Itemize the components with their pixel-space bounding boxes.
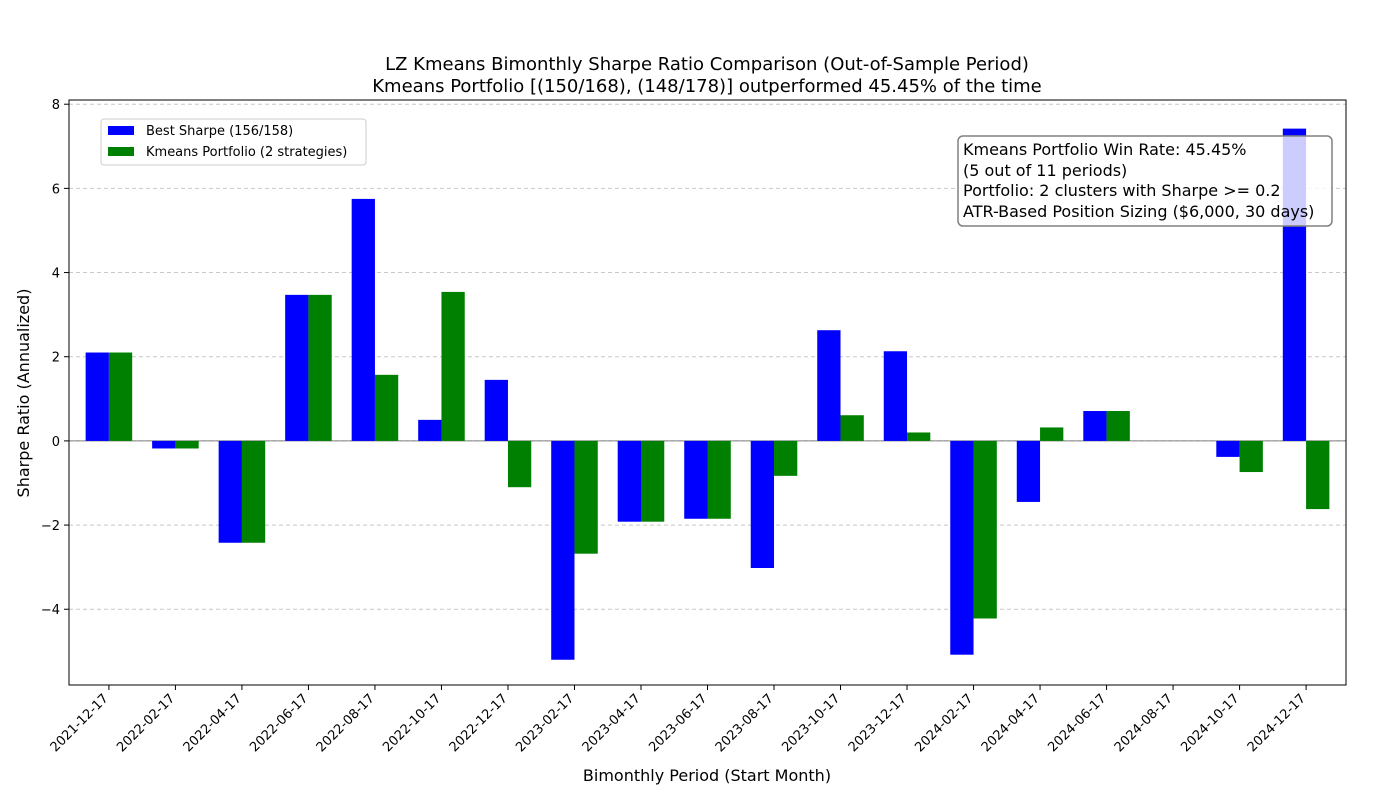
bar-kmeans-portfolio (640, 440, 665, 522)
x-tick-label: 2023-02-17 (513, 691, 577, 755)
x-tick-label: 2022-06-17 (247, 691, 311, 755)
x-tick-label: 2024-08-17 (1112, 691, 1176, 755)
bar-kmeans-portfolio (707, 440, 731, 519)
annotation-line-periods: (5 out of 11 periods) (963, 161, 1127, 180)
bar-kmeans-portfolio (907, 432, 931, 441)
annotation-line-win-rate: Kmeans Portfolio Win Rate: 45.45% (963, 140, 1247, 159)
x-tick-label: 2024-12-17 (1245, 691, 1309, 755)
bar-kmeans-portfolio (973, 440, 997, 619)
x-tick-label: 2024-04-17 (979, 691, 1043, 755)
bar-best-sharpe (950, 440, 974, 655)
y-tick-label: 6 (52, 182, 60, 197)
bar-kmeans-portfolio (1239, 440, 1263, 473)
bar-kmeans-portfolio (574, 440, 598, 554)
annotation-line-sizing: ATR-Based Position Sizing ($6,000, 30 da… (963, 202, 1314, 221)
bar-best-sharpe (285, 294, 309, 441)
y-tick-label: −4 (41, 603, 60, 618)
x-tick-label: 2024-02-17 (912, 691, 976, 755)
x-tick-label: 2022-02-17 (114, 691, 178, 755)
x-tick-label: 2022-10-17 (380, 691, 444, 755)
bar-kmeans-portfolio (175, 440, 199, 449)
x-tick-label: 2023-04-17 (580, 691, 644, 755)
bar-best-sharpe (484, 379, 508, 441)
x-tick-label: 2024-06-17 (1045, 691, 1109, 755)
bar-best-sharpe (1216, 440, 1240, 457)
bar-best-sharpe (817, 330, 841, 441)
bar-kmeans-portfolio (507, 440, 532, 488)
annotation-frame (957, 135, 1333, 227)
bar-best-sharpe (418, 419, 442, 441)
x-tick-label: 2023-12-17 (846, 691, 910, 755)
bar-kmeans-portfolio (1306, 440, 1330, 510)
bar-best-sharpe (1083, 411, 1107, 441)
chart-title: LZ Kmeans Bimonthly Sharpe Ratio Compari… (385, 54, 1029, 75)
legend-swatch-kmeans-portfolio (108, 147, 134, 156)
y-tick-label: 2 (52, 351, 60, 366)
x-tick-label: 2024-10-17 (1178, 691, 1242, 755)
chart-subtitle: Kmeans Portfolio [(150/168), (148/178)] … (372, 76, 1042, 97)
bar-kmeans-portfolio (308, 294, 332, 441)
y-axis: −4 −2 0 2 4 6 8 (41, 98, 69, 618)
x-tick-label: 2022-08-17 (314, 691, 378, 755)
bar-kmeans-portfolio (1106, 411, 1130, 441)
x-tick-label: 2021-12-17 (48, 691, 112, 755)
x-tick-label: 2022-04-17 (181, 691, 245, 755)
legend: Best Sharpe (156/158) Kmeans Portfolio (… (100, 118, 367, 166)
y-axis-label: Sharpe Ratio (Annualized) (14, 289, 33, 498)
x-tick-label: 2023-08-17 (713, 691, 777, 755)
bar-best-sharpe (152, 440, 176, 449)
legend-label-kmeans-portfolio: Kmeans Portfolio (2 strategies) (146, 145, 347, 160)
bar-best-sharpe (684, 440, 708, 519)
bar-best-sharpe (617, 440, 641, 522)
bar-best-sharpe (351, 198, 375, 441)
bar-kmeans-portfolio (108, 352, 133, 441)
bar-kmeans-portfolio (774, 440, 798, 476)
bar-best-sharpe (883, 351, 908, 441)
bar-best-sharpe (750, 440, 775, 568)
bar-kmeans-portfolio (374, 374, 399, 441)
x-axis: 2021-12-17 2022-02-17 2022-04-17 2022-06-17… (48, 685, 1309, 755)
bar-best-sharpe (85, 352, 109, 441)
x-axis-label: Bimonthly Period (Start Month) (583, 766, 831, 785)
legend-label-best-sharpe: Best Sharpe (156/158) (146, 124, 293, 139)
y-tick-label: 8 (52, 98, 60, 113)
y-tick-label: 4 (52, 267, 60, 282)
annotation-box: Kmeans Portfolio Win Rate: 45.45% (5 out… (957, 135, 1333, 227)
bar-kmeans-portfolio (1040, 427, 1064, 441)
x-tick-label: 2022-12-17 (447, 691, 511, 755)
legend-box (100, 118, 367, 166)
bar-kmeans-portfolio (441, 291, 465, 441)
bar-kmeans-portfolio (241, 440, 266, 543)
x-tick-label: 2023-06-17 (646, 691, 710, 755)
annotation-line-portfolio: Portfolio: 2 clusters with Sharpe >= 0.2 (963, 181, 1281, 200)
y-tick-label: 0 (52, 435, 60, 450)
bars (85, 128, 1330, 660)
bar-kmeans-portfolio (840, 415, 864, 441)
bar-best-sharpe (551, 440, 575, 660)
x-tick-label: 2023-10-17 (779, 691, 843, 755)
bar-best-sharpe (218, 440, 242, 543)
legend-swatch-best-sharpe (108, 126, 134, 135)
bar-best-sharpe (1016, 440, 1041, 502)
y-tick-label: −2 (41, 519, 60, 534)
